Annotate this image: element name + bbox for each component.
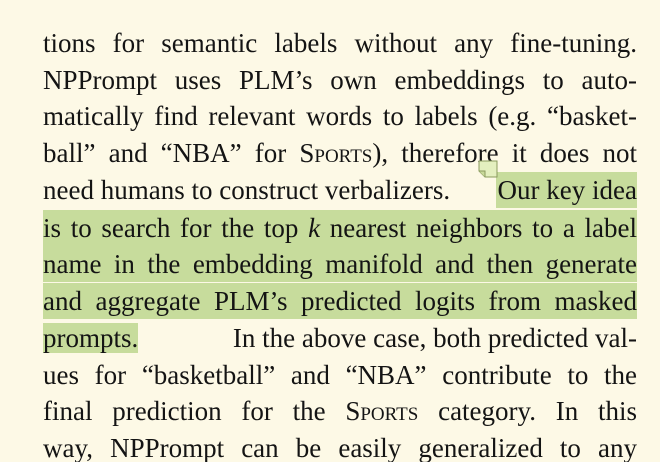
highlighted-span[interactable]: Our key idea [495,172,637,208]
italic-span: k [308,213,321,243]
highlighted-span: and aggregate PLM’s predicted logits fro… [43,286,637,316]
small-caps-span: Sports [345,396,419,426]
text-span: ball” and “NBA” for [43,138,300,168]
text-span: matically find relevant words to labels … [43,101,637,131]
text-span: NPPrompt uses PLM’s own embeddings to au… [43,65,637,95]
text-span: need humans to construct verbalizers. [43,175,457,205]
text-span: tions for semantic labels without any fi… [43,28,637,58]
text-span: In the above case, both predicted val- [219,323,637,353]
highlighted-span: is to search for the top [43,213,309,243]
highlighted-line[interactable]: and aggregate PLM’s predicted logits fro… [43,283,637,319]
small-caps-span: Sports [299,138,373,168]
text-span: ues for “basketball” and “NBA” contribut… [43,360,637,390]
text-span: category. In this [418,396,637,426]
text-span: ), therefore it does not [372,138,637,168]
highlighted-line[interactable]: is to search for the top k nearest neigh… [43,210,637,246]
sticky-note-icon[interactable] [478,160,498,178]
text-line: ues for “basketball” and “NBA” contribut… [43,357,637,393]
highlighted-span: nearest neighbors to a label [320,213,637,243]
text-line: tions for semantic labels without any fi… [43,25,637,61]
text-line: need humans to construct verbalizers. Ou… [43,172,637,208]
text-line: final prediction for the Sports category… [43,393,637,429]
text-line: way, NPPrompt can be easily generalized … [43,430,637,462]
text-line: matically find relevant words to labels … [43,98,637,134]
highlighted-span[interactable]: prompts. [43,323,139,353]
text-line: NPPrompt uses PLM’s own embeddings to au… [43,62,637,98]
text-line: ball” and “NBA” for Sports), therefore i… [43,135,637,171]
highlighted-line[interactable]: name in the embedding manifold and then … [43,246,637,282]
text-line: prompts. In the above case, both predict… [43,320,637,356]
text-span: final prediction for the [43,396,346,426]
text-span: way, NPPrompt can be easily generalized … [43,433,637,462]
highlighted-span: name in the embedding manifold and then … [43,249,637,279]
